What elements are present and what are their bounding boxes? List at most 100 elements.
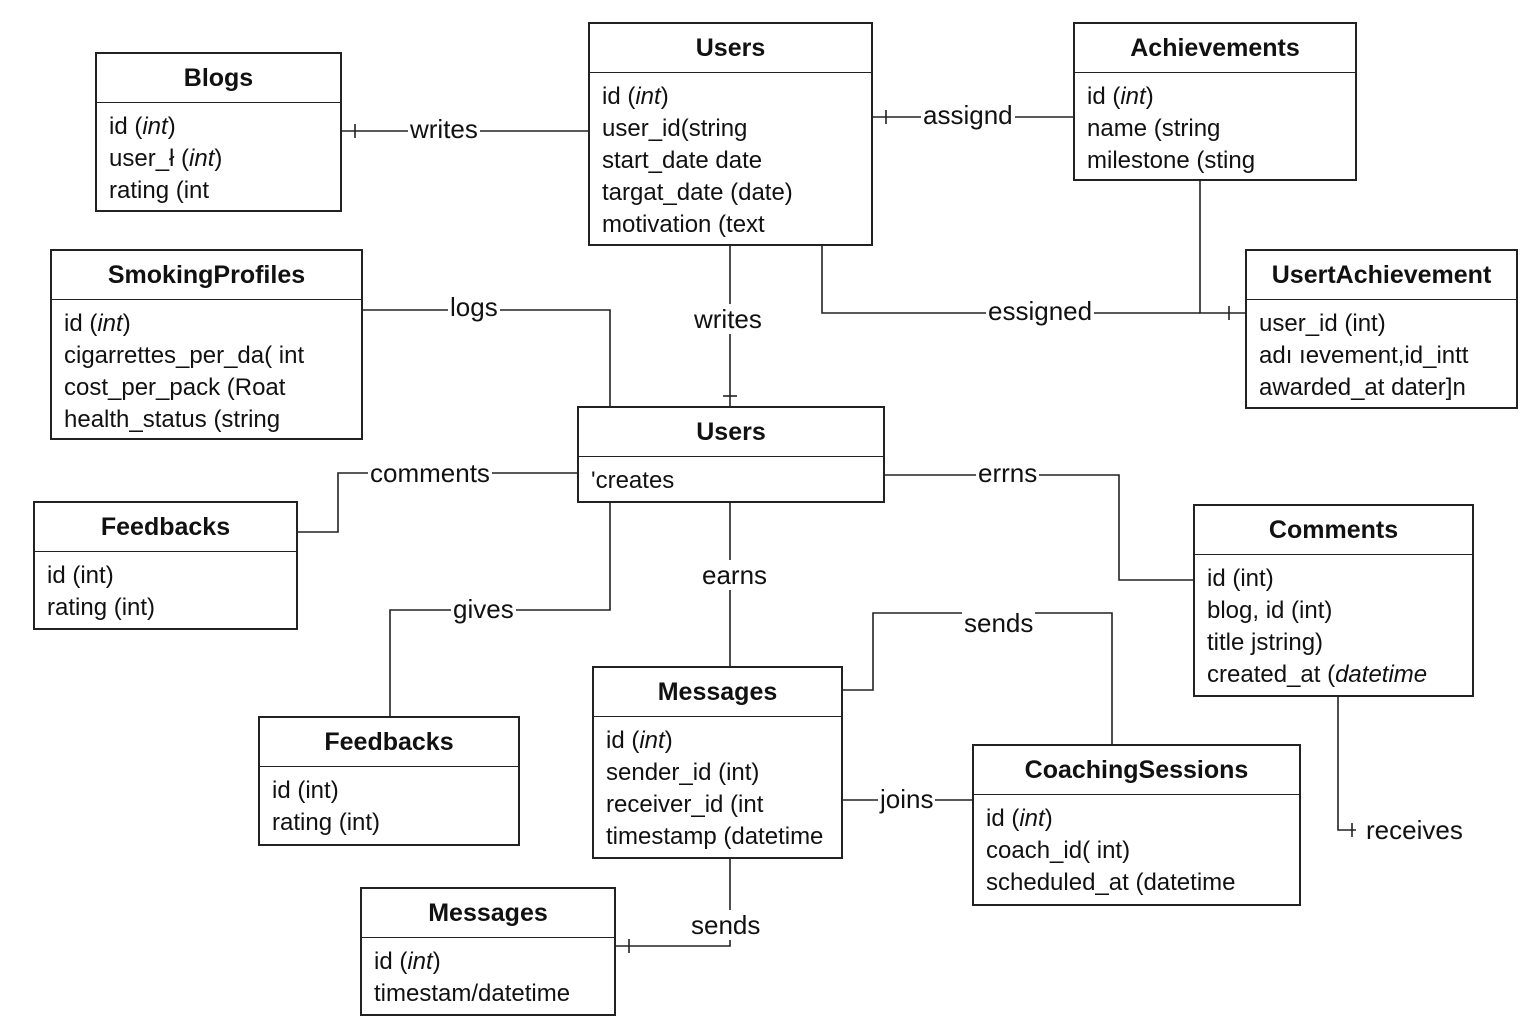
entity-comments[interactable]: Comments id (int) blog, id (int) title jst…: [1193, 504, 1474, 697]
line-users-comments: [884, 474, 1193, 581]
relation-label-essigned: essigned: [986, 296, 1095, 326]
field-pre: sender_id (int): [606, 759, 760, 786]
field-post: ): [1145, 83, 1154, 110]
entity-field: name (string: [1087, 113, 1355, 145]
entity-title: SmokingProfiles: [52, 251, 361, 300]
field-pre: id (int): [47, 562, 114, 589]
line-messages-messages: [616, 859, 731, 947]
field-pre: rating (int: [109, 177, 210, 204]
entity-messages-mid[interactable]: Messages id (int) sender_id (int) receiver…: [592, 666, 843, 859]
entity-field: targat_date (date): [602, 177, 871, 209]
entity-coaching-sessions[interactable]: CoachingSessions id (int) coach_id( int) s…: [972, 744, 1301, 906]
field-pre: milestone (sting: [1087, 147, 1256, 174]
entity-field: id (int): [64, 308, 361, 340]
relation-label-sends-top: sends: [962, 608, 1036, 638]
entity-field: cost_per_pack (Roat: [64, 372, 361, 404]
entity-field: awarded_at dater]n: [1259, 372, 1516, 404]
field-pre: adı ıevement,id_intt: [1259, 342, 1469, 369]
relation-label-joins: joins: [878, 784, 936, 814]
entity-title: Blogs: [97, 54, 340, 103]
field-pre: id (int): [1207, 565, 1274, 592]
entity-fields: id (int) coach_id( int) scheduled_at (date…: [974, 795, 1299, 899]
entity-field: id (int): [606, 725, 841, 757]
entity-feedbacks-mid[interactable]: Feedbacks id (int) rating (int): [258, 716, 520, 846]
entity-field: id (int): [1087, 81, 1355, 113]
entity-field: health_status (string: [64, 404, 361, 436]
field-type: datetime: [1335, 661, 1428, 688]
entity-field: scheduled_at (datetime: [986, 867, 1299, 899]
entity-messages-bottom[interactable]: Messages id (int) timestam/datetime: [360, 887, 616, 1016]
field-type: int: [1120, 83, 1146, 110]
field-post: ): [167, 113, 176, 140]
entity-title: CoachingSessions: [974, 746, 1299, 795]
field-pre: targat_date (date): [602, 179, 793, 206]
entity-fields: id (int) rating (int): [35, 552, 296, 624]
entity-users-top[interactable]: Users id (int) user_id(string start_date d…: [588, 22, 873, 246]
entity-field: id (int): [602, 81, 871, 113]
field-type: int: [189, 145, 215, 172]
field-pre: timestam/datetime: [374, 980, 571, 1007]
entity-field: coach_id( int): [986, 835, 1299, 867]
field-post: ): [660, 83, 669, 110]
entity-fields: id (int) cigarrettes_per_da( int cost_per_…: [52, 300, 361, 436]
entity-achievements[interactable]: Achievements id (int) name (string milesto…: [1073, 22, 1357, 181]
entity-smoking-profiles[interactable]: SmokingProfiles id (int) cigarrettes_per_…: [50, 249, 363, 440]
field-pre: id (: [606, 727, 640, 754]
entity-field: id (int): [47, 560, 296, 592]
field-pre: id (: [64, 310, 98, 337]
field-type: int: [97, 310, 123, 337]
entity-field: created_at (datetime: [1207, 659, 1472, 691]
entity-field: id (int): [109, 111, 340, 143]
entity-field: user_id (int): [1259, 308, 1516, 340]
entity-field: rating (int): [272, 807, 518, 839]
entity-field: start_date date: [602, 145, 871, 177]
field-pre: receiver_id (int: [606, 791, 764, 818]
relation-label-earns: earns: [700, 560, 770, 590]
entity-feedbacks-left[interactable]: Feedbacks id (int) rating (int): [33, 501, 298, 630]
field-post: ): [432, 948, 441, 975]
entity-field: user_id(string: [602, 113, 871, 145]
field-type: int: [1019, 805, 1045, 832]
field-type: int: [635, 83, 661, 110]
entity-fields: 'creates: [579, 457, 883, 497]
entity-field: 'creates: [591, 465, 883, 497]
entity-field: id (int): [986, 803, 1299, 835]
field-type: int: [639, 727, 665, 754]
entity-title: Messages: [594, 668, 841, 717]
field-pre: 'creates: [591, 467, 675, 494]
entity-blogs[interactable]: Blogs id (int) user_ł (int) rating (int: [95, 52, 342, 212]
entity-field: id (int): [374, 946, 614, 978]
line-messages-coaching-sends: [843, 612, 1113, 744]
entity-fields: id (int) timestam/datetime: [362, 938, 614, 1010]
field-pre: cigarrettes_per_da( int: [64, 342, 305, 369]
entity-title: Feedbacks: [35, 503, 296, 552]
relation-label-logs: logs: [448, 292, 500, 322]
field-pre: awarded_at dater]n: [1259, 374, 1466, 401]
entity-fields: id (int) user_ł (int) rating (int: [97, 103, 340, 207]
entity-field: blog, id (int): [1207, 595, 1472, 627]
entity-field: cigarrettes_per_da( int: [64, 340, 361, 372]
field-pre: blog, id (int): [1207, 597, 1333, 624]
entity-title: Achievements: [1075, 24, 1355, 73]
relation-label-assignd: assignd: [921, 100, 1015, 130]
entity-field: rating (int): [47, 592, 296, 624]
entity-field: title jstring): [1207, 627, 1472, 659]
field-pre: name (string: [1087, 115, 1221, 142]
entity-title: Feedbacks: [260, 718, 518, 767]
entity-user-achievement[interactable]: UsertAchievement user_id (int) adı ıeveme…: [1245, 249, 1518, 409]
entity-fields: id (int) user_id(string start_date date tar…: [590, 73, 871, 241]
field-pre: id (: [602, 83, 636, 110]
entity-title: Users: [579, 408, 883, 457]
field-pre: cost_per_pack (Roat: [64, 374, 286, 401]
entity-fields: id (int) blog, id (int) title jstring) crea…: [1195, 555, 1472, 691]
entity-field: adı ıevement,id_intt: [1259, 340, 1516, 372]
field-type: int: [407, 948, 433, 975]
field-pre: scheduled_at (datetime: [986, 869, 1236, 896]
relation-label-sends-bottom: sends: [689, 910, 763, 940]
entity-users-mid[interactable]: Users 'creates: [577, 406, 885, 503]
field-type: int: [142, 113, 168, 140]
field-pre: id (int): [272, 777, 339, 804]
field-post: ): [122, 310, 131, 337]
entity-title: Comments: [1195, 506, 1472, 555]
entity-field: id (int): [1207, 563, 1472, 595]
